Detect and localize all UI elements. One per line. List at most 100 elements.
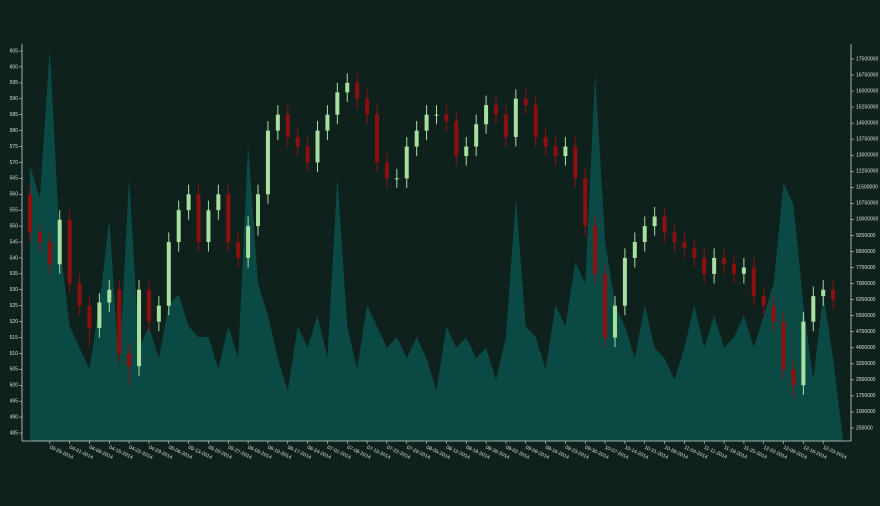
candle-body (692, 248, 697, 258)
candle-body (672, 232, 677, 243)
y2-tick-label: 17500000 (856, 56, 878, 62)
candle-body (662, 216, 667, 233)
candle-body (543, 136, 548, 147)
candle-body (146, 289, 151, 322)
candle-body (731, 264, 736, 274)
y-tick-label: 545 (10, 239, 19, 245)
y2-tick-label: 5500000 (856, 313, 876, 319)
volume-layer (29, 48, 844, 442)
y-tick-label: 540 (10, 255, 19, 261)
candle-body (156, 305, 161, 322)
y-tick-label: 490 (10, 414, 19, 420)
y2-tick-label: 10750000 (856, 201, 878, 207)
y2-tick-label: 10000000 (856, 217, 878, 223)
candle-body (335, 92, 340, 115)
candle-body (612, 305, 617, 338)
candle-body (345, 82, 350, 93)
y2-tick-label: 13750000 (856, 137, 878, 143)
candle-body (553, 146, 558, 157)
candle-body (801, 321, 806, 386)
y-tick-label: 500 (10, 383, 19, 389)
candle-body (523, 98, 528, 106)
y2-tick-label: 11500000 (856, 185, 878, 191)
candle-body (811, 296, 816, 322)
volume-area (29, 48, 844, 442)
candle-body (186, 194, 191, 211)
candle-body (27, 194, 32, 233)
candle-body (791, 369, 796, 386)
candle-body (712, 257, 717, 274)
candle-body (166, 242, 171, 306)
candle-body (464, 146, 469, 157)
candle-body (583, 178, 588, 227)
candle-body (77, 283, 82, 306)
candle-body (751, 267, 756, 297)
y-tick-label: 515 (10, 335, 19, 341)
y2-tick-label: 8500000 (856, 249, 876, 255)
candle-body (622, 257, 627, 306)
candle-body (137, 289, 142, 367)
y-tick-label: 560 (10, 192, 19, 198)
y-tick-label: 575 (10, 144, 19, 150)
candle-body (454, 121, 459, 157)
candle-body (563, 146, 568, 157)
candle-body (325, 114, 330, 131)
y-tick-label: 570 (10, 160, 19, 166)
y2-tick-label: 12250000 (856, 169, 878, 175)
y2-tick-label: 15250000 (856, 104, 878, 110)
y-tick-label: 485 (10, 430, 19, 436)
candle-body (305, 146, 310, 163)
candle-body (533, 105, 538, 137)
y2-tick-label: 16000000 (856, 88, 878, 94)
candle-body (226, 194, 231, 243)
candle-body (484, 105, 489, 125)
y2-tick-label: 1750000 (856, 393, 876, 399)
candle-body (365, 98, 370, 115)
y2-tick-label: 16750000 (856, 72, 878, 78)
candle-body (47, 242, 52, 265)
candle-body (375, 114, 380, 163)
y2-tick-label: 9250000 (856, 233, 876, 239)
candle-body (642, 226, 647, 243)
y-tick-label: 585 (10, 112, 19, 118)
candle-body (275, 114, 280, 131)
candle-body (513, 98, 518, 137)
candle-body (127, 353, 132, 367)
candle-body (474, 124, 479, 147)
candle-body (97, 302, 102, 328)
y-tick-label: 520 (10, 319, 19, 325)
y-tick-label: 580 (10, 128, 19, 134)
y2-tick-label: 14500000 (856, 120, 878, 126)
candle-body (67, 219, 72, 284)
candle-body (503, 114, 508, 137)
candle-body (493, 105, 498, 115)
candle-body (741, 267, 746, 274)
candle-body (771, 305, 776, 322)
y2-tick-label: 250000 (856, 425, 873, 431)
candle-body (196, 194, 201, 243)
candle-body (295, 136, 300, 147)
y-tick-label: 595 (10, 80, 19, 86)
y-tick-label: 600 (10, 64, 19, 70)
candle-body (246, 226, 251, 258)
candle-body (652, 216, 657, 227)
y-tick-label: 605 (10, 48, 19, 54)
candle-body (176, 210, 181, 243)
candle-body (593, 226, 598, 274)
y2-tick-label: 4000000 (856, 345, 876, 351)
candle-body (37, 232, 42, 243)
candle-body (434, 114, 439, 116)
candle-body (831, 289, 836, 300)
candle-body (424, 114, 429, 131)
candle-body (236, 242, 241, 258)
candle-body (573, 146, 578, 179)
candle-body (414, 130, 419, 147)
candle-body (216, 194, 221, 211)
candle-body (394, 178, 399, 180)
candle-body (722, 257, 727, 265)
candle-body (285, 114, 290, 137)
y2-tick-label: 7750000 (856, 265, 876, 271)
price-layer (27, 73, 836, 399)
